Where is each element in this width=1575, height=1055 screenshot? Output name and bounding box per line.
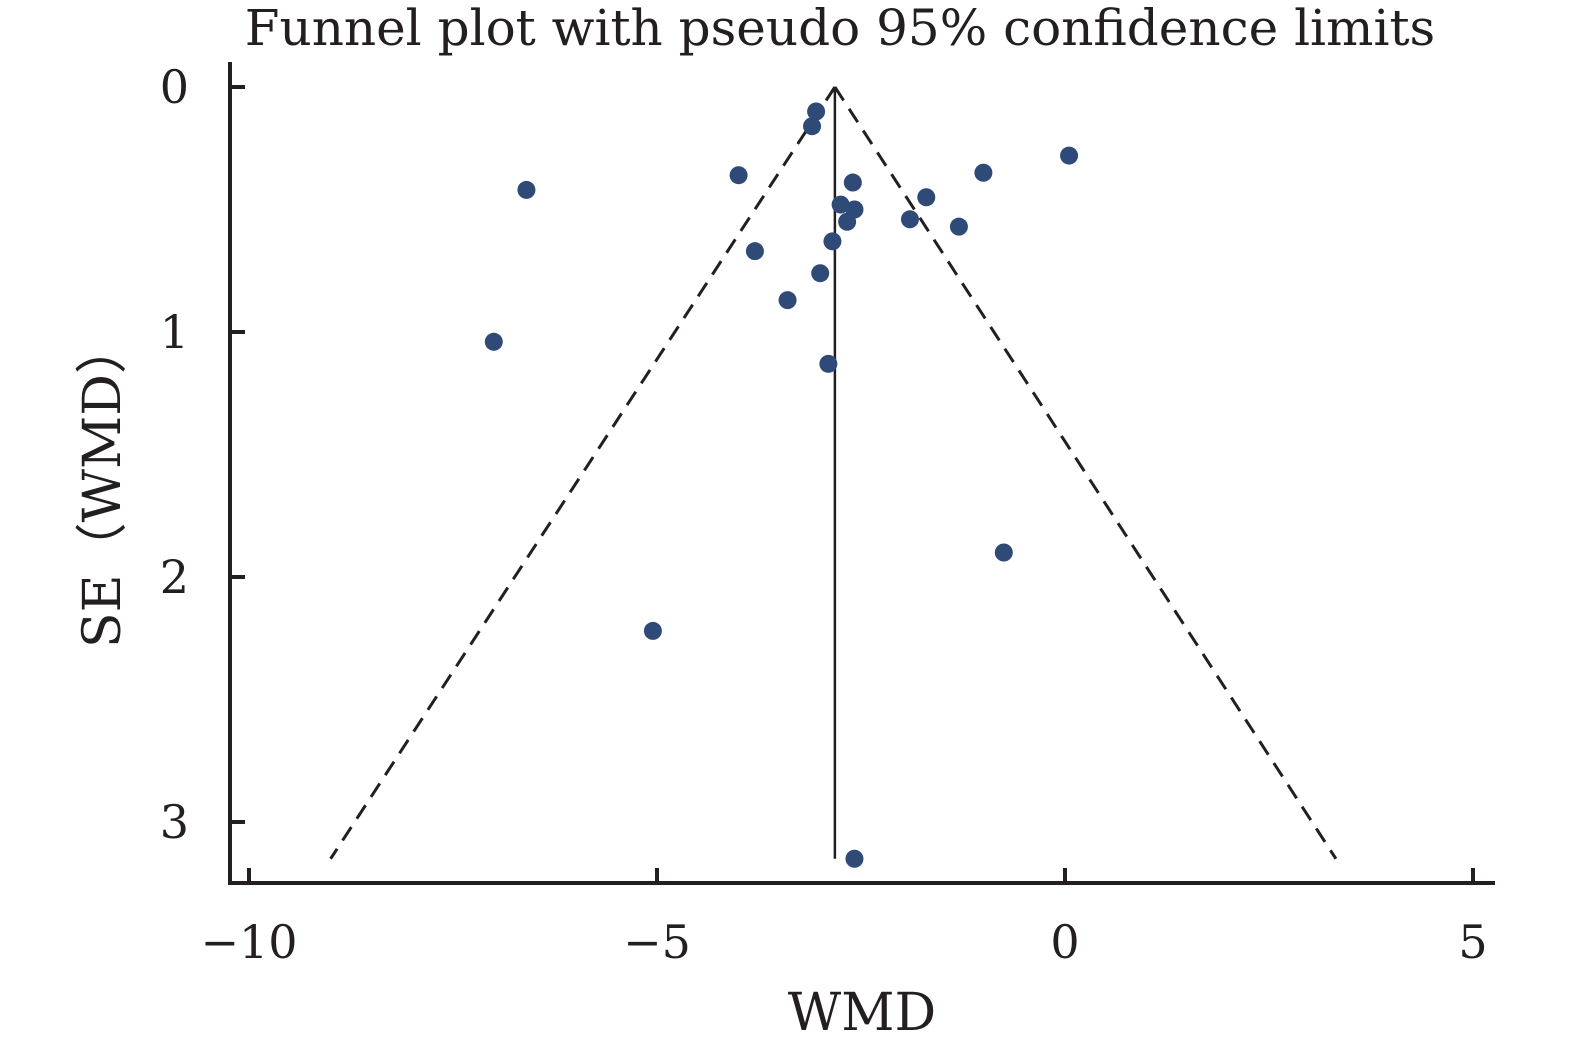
y-axis-label: SE（WMD） [73,322,133,648]
data-point [900,210,919,229]
data-point [778,291,797,310]
data-point [517,180,536,199]
data-point [974,163,993,182]
data-point [811,264,830,283]
left-confidence-limit [329,86,837,860]
data-point [484,332,503,351]
data-points [484,102,1079,868]
x-axis-label: WMD [788,983,936,1043]
data-point [845,849,864,868]
right-confidence-limit [833,86,1338,860]
funnel-lines [329,86,1338,860]
chart-title: Funnel plot with pseudo 95% confidence l… [245,0,1435,57]
y-tick-label: 0 [160,60,189,114]
data-point [831,195,850,214]
x-tick-label: 5 [1458,915,1487,969]
data-point [838,212,857,231]
data-point [643,621,662,640]
data-point [823,232,842,251]
x-tick-label: −10 [200,915,297,969]
data-point [994,543,1013,562]
axes: −10 −5 0 5 0 1 2 3 [160,60,1495,969]
y-tick-label: 2 [160,550,189,604]
data-point [843,173,862,192]
x-tick-label: 0 [1050,915,1079,969]
data-point [745,242,764,261]
x-tick-label: −5 [623,915,691,969]
data-point [1060,146,1079,165]
data-point [949,217,968,236]
data-point [807,102,826,121]
data-point [917,188,936,207]
data-point [729,166,748,185]
data-point [819,354,838,373]
y-tick-label: 1 [160,305,189,359]
data-point [803,117,822,136]
y-tick-label: 3 [160,795,189,849]
